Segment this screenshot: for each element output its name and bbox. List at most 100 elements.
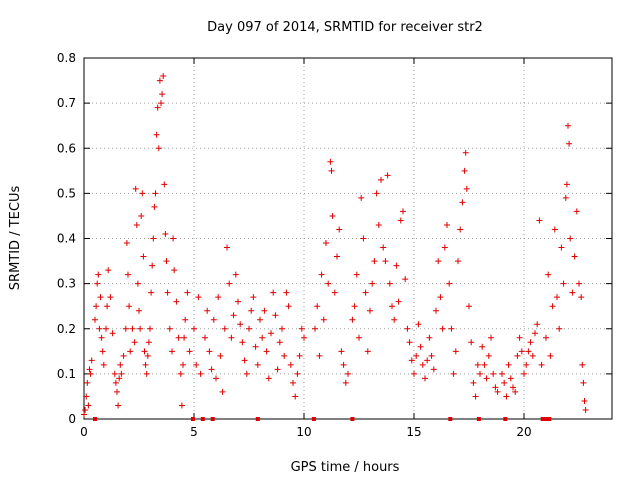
data-point: [228, 334, 235, 341]
data-point: [521, 370, 527, 377]
data-point: [87, 370, 94, 377]
data-point: [276, 339, 283, 346]
data-point: [127, 348, 134, 355]
zero-value-marker: [544, 417, 548, 421]
data-point: [226, 280, 233, 287]
data-point: [477, 370, 483, 377]
y-axis: 0 0.1 0.2 0.3 0.4 0.5 0.6 0.7 0.8: [57, 51, 612, 426]
data-point: [435, 258, 442, 265]
data-point: [356, 334, 362, 341]
data-point: [424, 357, 431, 364]
y-tick-label: 0.4: [57, 232, 76, 246]
data-point: [204, 307, 211, 314]
zero-value-marker: [200, 417, 205, 421]
data-point: [386, 280, 393, 287]
data-point: [556, 325, 563, 332]
data-point: [551, 226, 558, 233]
data-point: [523, 361, 530, 368]
data-point: [235, 298, 241, 305]
data-point: [582, 406, 589, 413]
data-point: [82, 406, 89, 413]
data-point: [404, 325, 411, 332]
x-axis-label: GPS time / hours: [291, 460, 400, 475]
data-point: [459, 199, 466, 206]
zero-value-marker: [476, 417, 481, 421]
data-point: [441, 244, 448, 251]
data-point: [160, 73, 167, 80]
data-point: [492, 384, 499, 391]
data-point: [132, 185, 139, 192]
data-point: [171, 267, 178, 274]
data-point: [474, 361, 481, 368]
zero-value-marker: [503, 417, 508, 421]
data-point: [237, 321, 244, 328]
data-point: [257, 316, 263, 323]
data-point: [426, 334, 433, 341]
data-point: [543, 334, 549, 341]
data-point: [195, 294, 202, 301]
data-point: [358, 194, 365, 201]
data-point: [272, 312, 279, 319]
data-point: [178, 402, 185, 409]
data-point: [153, 131, 160, 138]
x-tick-label: 20: [516, 425, 531, 439]
chart-title: Day 097 of 2014, SRMTID for receiver str…: [207, 20, 483, 35]
data-point: [393, 262, 400, 269]
data-point: [468, 339, 475, 346]
data-point: [117, 361, 124, 368]
data-point: [98, 334, 105, 341]
data-point: [470, 379, 477, 386]
data-point: [159, 91, 166, 98]
data-point: [314, 303, 321, 310]
data-point: [428, 352, 435, 359]
data-point: [143, 370, 150, 377]
data-point: [197, 370, 204, 377]
data-point: [252, 343, 259, 350]
data-point: [327, 158, 334, 165]
data-point: [439, 325, 446, 332]
data-point: [571, 253, 578, 260]
data-point: [111, 370, 118, 377]
data-point: [248, 307, 255, 314]
data-point: [136, 307, 142, 314]
data-point: [221, 325, 228, 332]
data-point: [452, 348, 459, 355]
data-point: [375, 221, 382, 228]
zero-value-marker: [540, 417, 545, 421]
data-point: [243, 370, 250, 377]
grid-lines: [84, 58, 612, 419]
data-point: [408, 357, 415, 364]
data-point: [329, 212, 336, 219]
zero-value-marker: [350, 417, 355, 421]
data-points: [81, 73, 589, 421]
data-point: [126, 303, 133, 310]
data-point: [490, 370, 497, 377]
data-point: [479, 343, 486, 350]
data-point: [457, 226, 464, 233]
data-point: [485, 352, 492, 359]
data-point: [85, 402, 92, 409]
data-point: [131, 339, 138, 346]
data-point: [328, 167, 335, 174]
data-point: [345, 370, 351, 377]
data-point: [578, 294, 585, 301]
data-point: [338, 348, 345, 355]
data-point: [402, 276, 409, 283]
data-point: [494, 388, 501, 395]
data-point: [450, 370, 457, 377]
data-point: [191, 325, 197, 332]
data-point: [422, 375, 428, 382]
data-point: [206, 348, 213, 355]
data-point: [413, 352, 420, 359]
data-point: [99, 348, 106, 355]
data-point: [444, 221, 450, 228]
data-point: [415, 321, 422, 328]
data-point: [340, 361, 347, 368]
data-point: [499, 370, 505, 377]
data-point: [488, 334, 494, 341]
data-point: [112, 379, 119, 386]
data-point: [114, 388, 120, 395]
data-point: [296, 352, 303, 359]
data-point: [400, 208, 406, 215]
data-point: [109, 330, 116, 337]
